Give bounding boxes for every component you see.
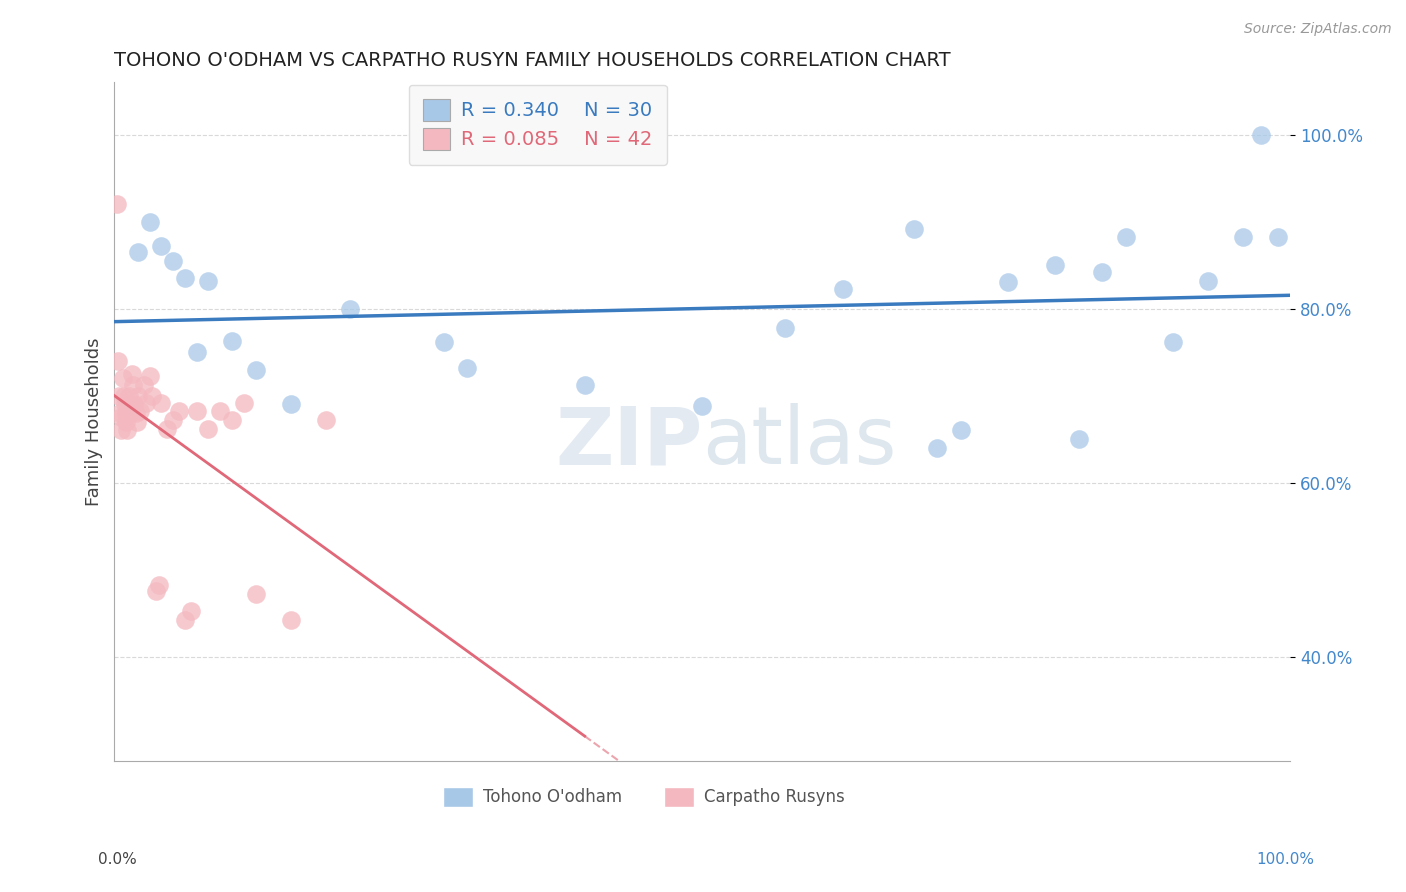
Point (105, 197, 128, 211)
Point (232, 395, 254, 409)
Point (433, 334, 456, 349)
Point (949, 424, 972, 438)
Point (221, 334, 243, 348)
Text: TOHONO O'ODHAM VS CARPATHO RUSYN FAMILY HOUSEHOLDS CORRELATION CHART: TOHONO O'ODHAM VS CARPATHO RUSYN FAMILY … (114, 51, 950, 70)
Point (1250, 128, 1272, 142)
Point (245, 362, 267, 376)
Point (127, 245, 149, 260)
Point (927, 441, 949, 455)
Point (117, 424, 139, 438)
Point (280, 613, 302, 627)
Point (162, 413, 184, 427)
Point (117, 389, 139, 403)
Point (1115, 230, 1137, 244)
Point (150, 395, 173, 409)
Point (115, 406, 138, 420)
Text: atlas: atlas (702, 403, 897, 481)
Text: 100.0%: 100.0% (1257, 852, 1315, 867)
Point (124, 397, 146, 411)
Point (135, 395, 157, 409)
Point (120, 406, 142, 420)
Point (145, 584, 167, 599)
Point (456, 360, 478, 375)
Legend: Tohono O'odham, Carpatho Rusyns: Tohono O'odham, Carpatho Rusyns (436, 780, 851, 814)
Point (111, 371, 134, 385)
Point (1043, 258, 1066, 272)
Text: ZIP: ZIP (555, 403, 702, 481)
Point (1267, 230, 1289, 244)
Y-axis label: Family Households: Family Households (86, 337, 103, 506)
Point (124, 406, 146, 420)
Point (1197, 274, 1219, 288)
Point (122, 378, 145, 392)
Point (125, 415, 148, 429)
Point (315, 413, 337, 427)
Point (690, 399, 713, 413)
Point (997, 276, 1019, 290)
Point (773, 320, 796, 334)
Point (832, 282, 855, 296)
Point (197, 274, 219, 288)
Point (339, 301, 361, 316)
Text: Source: ZipAtlas.com: Source: ZipAtlas.com (1244, 22, 1392, 37)
Point (150, 239, 173, 253)
Point (162, 253, 184, 268)
Point (118, 397, 141, 411)
Point (132, 378, 155, 392)
Point (114, 397, 136, 411)
Point (1161, 334, 1184, 349)
Point (138, 214, 160, 228)
Point (110, 406, 132, 420)
Point (167, 404, 190, 418)
Point (110, 410, 132, 425)
Point (112, 389, 135, 403)
Point (180, 604, 202, 618)
Point (121, 367, 143, 381)
Point (156, 422, 179, 436)
Point (110, 424, 132, 438)
Point (1232, 230, 1254, 244)
Point (186, 345, 208, 359)
Point (108, 389, 131, 403)
Point (107, 353, 129, 368)
Point (197, 422, 219, 436)
Point (174, 271, 197, 285)
Point (221, 413, 243, 427)
Point (1067, 432, 1090, 446)
Point (148, 578, 170, 592)
Point (280, 397, 302, 411)
Point (903, 221, 925, 235)
Point (115, 415, 138, 429)
Point (129, 404, 152, 418)
Point (186, 404, 208, 418)
Point (127, 389, 149, 403)
Point (141, 389, 163, 403)
Point (1091, 265, 1114, 279)
Text: 0.0%: 0.0% (98, 852, 138, 867)
Point (174, 613, 197, 627)
Point (209, 404, 232, 418)
Point (138, 369, 160, 384)
Point (574, 378, 596, 392)
Point (245, 587, 267, 601)
